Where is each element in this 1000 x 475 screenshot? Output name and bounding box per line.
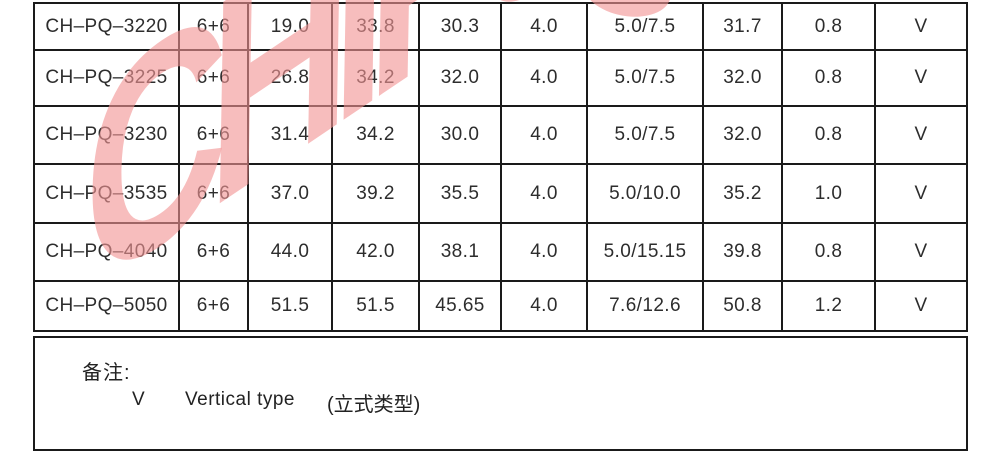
table-cell: 6+6: [180, 224, 249, 282]
table-cell: 1.2: [783, 282, 876, 330]
table-cell: 32.0: [704, 51, 783, 107]
table-cell: 6+6: [180, 107, 249, 165]
table-cell-part-number: CH–PQ–3535: [35, 165, 180, 224]
table-cell-type: V: [876, 51, 966, 107]
spec-table: CH–PQ–3220 6+6 19.0 33.8 30.3 4.0 5.0/7.…: [33, 2, 968, 332]
table-cell-part-number: CH–PQ–3220: [35, 4, 180, 51]
table-cell: 33.8: [333, 4, 420, 51]
table-cell: 5.0/7.5: [588, 51, 704, 107]
table-cell: 32.0: [704, 107, 783, 165]
table-cell: 39.8: [704, 224, 783, 282]
table-cell: 0.8: [783, 51, 876, 107]
table-cell-type: V: [914, 295, 928, 316]
table-cell: 51.5: [333, 282, 420, 330]
note-symbol-v: V: [132, 389, 145, 410]
table-cell: 37.0: [249, 165, 333, 224]
table-cell: 31.4: [249, 107, 333, 165]
table-cell: 6+6: [180, 165, 249, 224]
table-cell: 34.2: [333, 51, 420, 107]
table-cell: 6+6: [180, 282, 249, 330]
table-cell: 30.3: [420, 4, 502, 51]
table-cell-part-number: CH–PQ–4040: [35, 224, 180, 282]
table-cell: 5.0/7.5: [588, 4, 704, 51]
table-cell-type: V: [876, 165, 966, 224]
table-cell: 44.0: [249, 224, 333, 282]
note-text-zh: (立式类型): [327, 394, 421, 416]
table-cell: 4.0: [502, 165, 588, 224]
table-cell-type: V: [876, 4, 966, 51]
table-cell: 4.0: [502, 4, 588, 51]
table-cell-part-number: CH–PQ–5050: [35, 282, 180, 330]
table-cell: 0.8: [783, 107, 876, 165]
table-cell: 51.5: [249, 282, 333, 330]
table-cell-part-number: CH–PQ–3230: [35, 107, 180, 165]
note-text-en: Vertical type: [185, 389, 295, 410]
table-cell: 19.0: [249, 4, 333, 51]
table-cell: 34.2: [333, 107, 420, 165]
table-cell-type: V: [876, 107, 966, 165]
table-cell: 42.0: [333, 224, 420, 282]
table-cell: 39.2: [333, 165, 420, 224]
table-cell: 0.8: [783, 4, 876, 51]
table-cell-part-number: CH–PQ–3225: [35, 51, 180, 107]
notes-box: 备注: V Vertical type (立式类型): [33, 336, 968, 451]
table-cell-type: V: [876, 224, 966, 282]
table-cell: 7.6/12.6: [588, 282, 704, 330]
table-cell: 0.8: [783, 224, 876, 282]
table-cell: 4.0: [502, 107, 588, 165]
table-cell: 30.0: [420, 107, 502, 165]
table-cell: 6+6: [180, 51, 249, 107]
table-cell: 4.0: [502, 282, 588, 330]
table-cell: 4.0: [502, 224, 588, 282]
table-cell: 50.8: [704, 282, 783, 330]
table-cell: 38.1: [420, 224, 502, 282]
table-cell: 4.0: [502, 51, 588, 107]
table-cell: 6+6: [180, 4, 249, 51]
notes-label: 备注:: [82, 362, 131, 384]
table-cell: 32.0: [420, 51, 502, 107]
table-cell: 1.0: [783, 165, 876, 224]
table-cell: 5.0/10.0: [588, 165, 704, 224]
table-cell: 26.8: [249, 51, 333, 107]
table-cell: 45.65: [420, 282, 502, 330]
table-cell: 31.7: [704, 4, 783, 51]
table-cell: 5.0/15.15: [588, 224, 704, 282]
table-cell: 5.0/7.5: [588, 107, 704, 165]
table-cell: 35.5: [420, 165, 502, 224]
table-cell: 35.2: [704, 165, 783, 224]
